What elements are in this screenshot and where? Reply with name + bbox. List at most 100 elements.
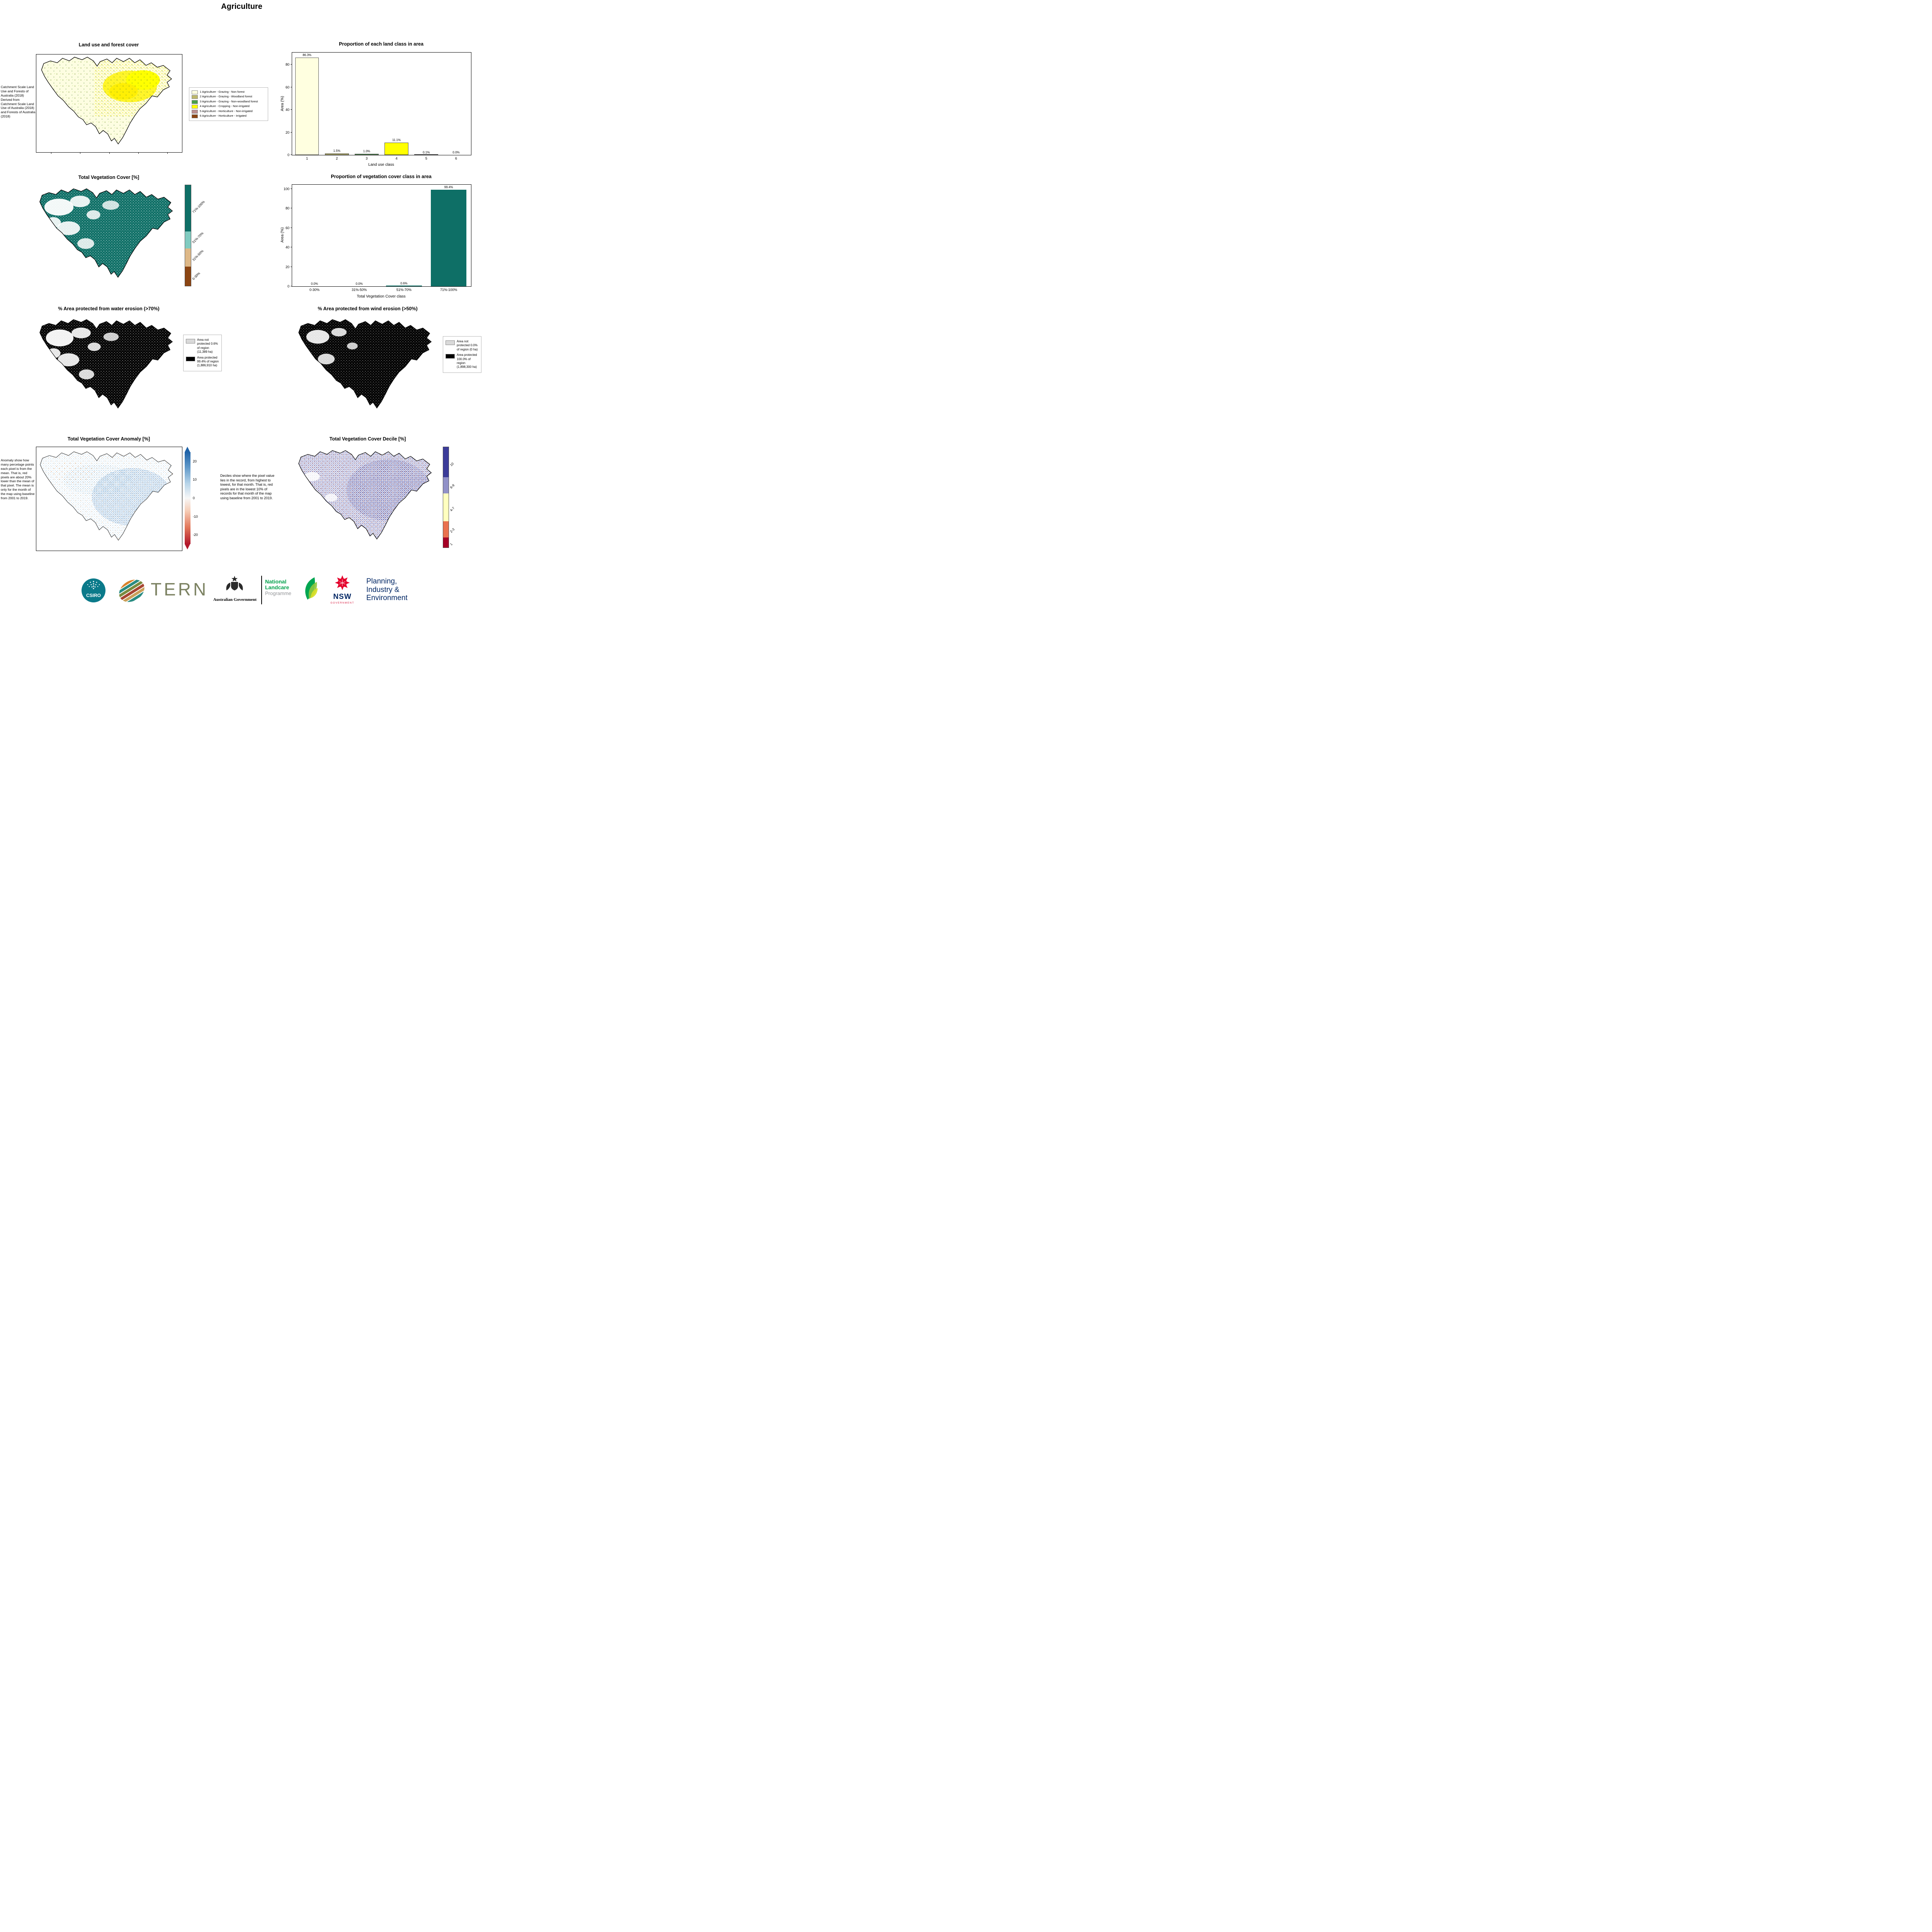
y-tick-mark xyxy=(291,132,292,133)
land-class-chart-xlabel: Land use class xyxy=(368,163,394,167)
colorbar-segment-label: 8-9 xyxy=(449,483,456,490)
x-tick xyxy=(109,152,110,154)
landcare-line-2: Landcare xyxy=(265,584,289,591)
legend-label: 3 Agriculture - Grazing - Non-woodland f… xyxy=(200,99,258,103)
bar-value-label: 0.1% xyxy=(423,150,430,154)
y-tick-label: 40 xyxy=(285,245,289,250)
landcare-leaves-graphic xyxy=(305,577,318,600)
veg-cover-map-graphic xyxy=(39,188,173,278)
anomaly-colorbar: 20 10 0 -10 -20 xyxy=(185,452,198,544)
legend-swatch xyxy=(192,114,198,118)
planning-line-3: Environment xyxy=(366,594,408,602)
water-erosion-legend: Area not protected 0.6% of region (11,38… xyxy=(183,335,222,371)
colorbar-segment-label: 71%-100% xyxy=(191,200,206,214)
bar-value-label: 0.0% xyxy=(311,282,318,286)
water-erosion-map xyxy=(36,316,182,417)
x-category-label: 6 xyxy=(455,156,457,160)
legend-item: Area protected 99.4% of region (1,886,91… xyxy=(186,356,219,368)
legend-label: 1 Agriculture - Grazing - Non forest xyxy=(200,90,245,94)
colorbar-segment: 71%-100% xyxy=(185,185,206,232)
legend-swatch xyxy=(186,356,195,361)
anomaly-map xyxy=(36,447,182,551)
legend-swatch xyxy=(446,354,455,359)
decile-caption: Deciles show where the pixel value lies … xyxy=(220,474,275,500)
colorbar-tick-label: 0 xyxy=(193,496,195,500)
legend-label: Area protected 99.4% of region (1,886,91… xyxy=(197,355,219,367)
water-erosion-map-graphic xyxy=(39,319,173,408)
colorbar-segment-label: 1 xyxy=(449,542,453,546)
legend-item: Area protected 100.0% of region (1,898,3… xyxy=(446,353,479,369)
y-tick-label: 60 xyxy=(285,85,289,89)
legend-item: 2 Agriculture - Grazing - Woodland fores… xyxy=(192,95,265,99)
tern-logo-graphic xyxy=(115,575,149,607)
y-tick-label: 40 xyxy=(285,108,289,112)
land-use-caption: Catchment Scale Land Use and Forests of … xyxy=(1,85,36,119)
csiro-logo-text: CSIRO xyxy=(86,593,101,598)
nsw-waratah-icon xyxy=(333,574,352,593)
legend-swatch xyxy=(192,95,198,99)
x-tick xyxy=(167,152,168,154)
legend-swatch xyxy=(192,105,198,109)
colorbar-segment: 4-7 xyxy=(443,493,455,522)
land-class-chart-ylabel: Area (%) xyxy=(280,96,285,111)
bar-71%-100% xyxy=(430,189,467,286)
y-tick-label: 80 xyxy=(285,63,289,67)
tern-logo-icon xyxy=(115,575,149,607)
csiro-logo-graphic: CSIRO xyxy=(82,578,105,602)
y-tick-label: 0 xyxy=(287,153,289,157)
land-class-chart-title: Proportion of each land class in area xyxy=(339,41,423,47)
colorbar-segment: 31%-50% xyxy=(185,248,204,267)
landcare-line-1: National xyxy=(265,578,287,585)
veg-class-chart-xlabel: Total Vegetation Cover class xyxy=(357,294,406,299)
agriculture-report-page: { "page": { "title": "Agriculture" }, "l… xyxy=(0,0,483,617)
legend-label: Area not protected 0.6% of region (11,38… xyxy=(197,338,218,354)
water-erosion-map-title: % Area protected from water erosion (>70… xyxy=(58,306,160,311)
legend-swatch xyxy=(186,339,195,344)
x-category-label: 51%-70% xyxy=(396,288,412,292)
legend-item: Area not protected 0.6% of region (11,38… xyxy=(186,338,219,354)
bar-4 xyxy=(384,142,408,155)
x-category-label: 0-30% xyxy=(309,288,320,292)
bar-value-label: 11.1% xyxy=(392,138,401,142)
tern-logo-text: TERN xyxy=(151,579,209,599)
bar-value-label: 1.5% xyxy=(333,149,340,153)
land-use-map xyxy=(36,54,182,154)
colorbar-segment-label: 4-7 xyxy=(449,506,456,512)
land-class-bar-chart: 0 20 40 60 80 86.3% 1 1.5% 2 1.0% 3 11.1% 4 0.1% 5 0.0%… xyxy=(286,52,471,160)
colorbar-segment: 10 xyxy=(443,447,454,477)
legend-item: 4 Agriculture - Cropping - Non-irrigated xyxy=(192,104,265,109)
y-tick-label: 60 xyxy=(285,226,289,230)
decile-colorbar: 10 8-9 4-7 2-3 1 xyxy=(443,447,455,548)
legend-swatch xyxy=(446,340,455,345)
legend-swatch xyxy=(192,109,198,114)
wind-erosion-map-title: % Area protected from wind erosion (>50%… xyxy=(318,306,418,311)
legend-label: 6 Agriculture - Horticulture - Irrigated xyxy=(200,114,247,117)
legend-item: Area not protected 0.0% of region (0 ha) xyxy=(446,340,479,352)
veg-cover-map xyxy=(36,185,182,287)
anomaly-colorbar-bottom-arrow xyxy=(185,544,190,549)
bar-value-label: 0.6% xyxy=(400,281,408,285)
colorbar-segment-label: 10 xyxy=(449,461,455,467)
x-tick xyxy=(138,152,139,154)
planning-line-2: Industry & xyxy=(366,585,400,594)
legend-item: 5 Agriculture - Horticulture - Non-irrig… xyxy=(192,109,265,114)
planning-industry-environment-logo: Planning, Industry & Environment xyxy=(366,577,408,602)
x-category-label: 71%-100% xyxy=(440,288,457,292)
australian-government-text: Australian Government xyxy=(213,597,257,602)
decile-map-graphic xyxy=(298,450,432,539)
legend-swatch xyxy=(192,90,198,94)
planning-line-1: Planning, xyxy=(366,577,397,585)
anomaly-map-graphic xyxy=(40,451,173,541)
colorbar-segment: 0-30% xyxy=(185,267,201,286)
colorbar-segment: 51%-70% xyxy=(185,231,204,249)
y-tick-label: 20 xyxy=(285,130,289,134)
bar-value-label: 0.0% xyxy=(452,151,460,154)
colorbar-segment-label: 31%-50% xyxy=(191,249,204,262)
bar-2 xyxy=(325,153,349,155)
legend-label: Area not protected 0.0% of region (0 ha) xyxy=(457,340,478,351)
nsw-waratah-graphic xyxy=(335,575,350,590)
australian-coat-of-arms-icon xyxy=(223,575,246,596)
colorbar-segment-label: 51%-70% xyxy=(191,231,204,245)
colorbar-segment-label: 0-30% xyxy=(191,271,201,281)
x-category-label: 2 xyxy=(336,156,338,160)
